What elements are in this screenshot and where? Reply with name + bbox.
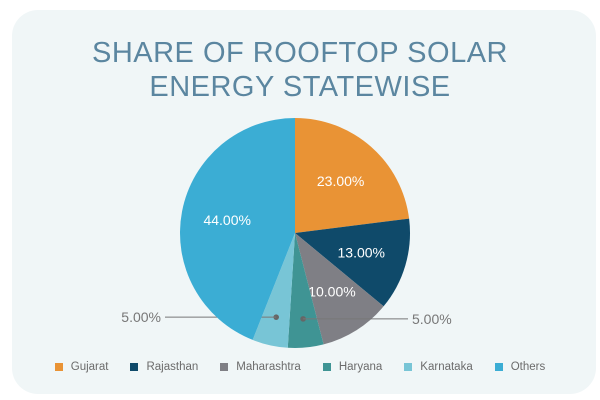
pie-slice-karnataka — [252, 233, 295, 348]
legend-label: Rajasthan — [146, 361, 199, 373]
legend-item-haryana: Haryana — [322, 361, 383, 373]
data-label-others: 44.00% — [203, 212, 250, 228]
legend-item-karnataka: Karnataka — [404, 361, 473, 373]
pie-slice-rajasthan — [295, 218, 410, 307]
data-label-karnataka: 5.00% — [121, 309, 161, 325]
legend-swatch — [404, 363, 413, 371]
chart-title-line-1: SHARE OF ROOFTOP SOLAR — [91, 37, 508, 69]
pie-slice-maharashtra — [295, 233, 384, 345]
pie-slice-others — [180, 118, 295, 340]
legend-swatch — [494, 363, 503, 371]
legend: Gujarat Rajasthan Maharashtra Haryana Karnat… — [0, 361, 600, 373]
pie-slice-gujarat — [295, 118, 410, 233]
legend-item-maharashtra: Maharashtra — [220, 361, 301, 373]
leader-dot-karnataka — [273, 314, 279, 320]
legend-item-rajasthan: Rajasthan — [130, 361, 198, 373]
chart-title: SHARE OF ROOFTOP SOLAR ENERGY STATEWISE — [0, 36, 600, 104]
data-label-gujarat: 23.00% — [317, 173, 364, 189]
legend-swatch — [54, 363, 63, 371]
legend-swatch — [322, 363, 331, 371]
data-label-haryana: 5.00% — [412, 311, 452, 327]
data-label-maharashtra: 10.00% — [308, 283, 355, 299]
legend-label: Gujarat — [70, 361, 109, 373]
legend-item-others: Others — [494, 361, 546, 373]
legend-item-gujarat: Gujarat — [54, 361, 109, 373]
legend-label: Others — [510, 361, 546, 373]
legend-label: Maharashtra — [236, 361, 301, 373]
legend-label: Karnataka — [420, 361, 473, 373]
legend-label: Haryana — [338, 361, 383, 373]
legend-swatch — [130, 363, 139, 371]
legend-swatch — [220, 363, 229, 371]
data-label-rajasthan: 13.00% — [338, 244, 385, 260]
chart-title-line-2: ENERGY STATEWISE — [149, 71, 451, 103]
